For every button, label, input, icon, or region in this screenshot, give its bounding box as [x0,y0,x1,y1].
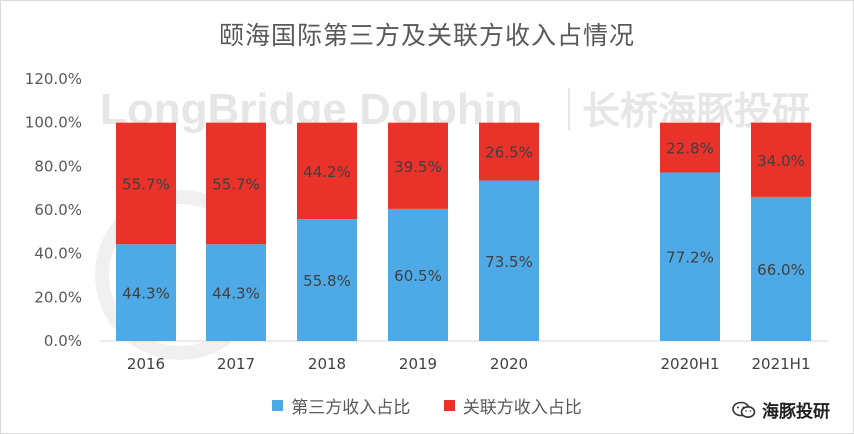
y-tick-label: 20.0% [34,288,82,306]
y-tick-label: 60.0% [34,201,82,219]
bar-third-party [388,208,448,341]
bar-related-party [116,122,176,245]
x-tick-label: 2021H1 [752,355,811,373]
y-tick-label: 100.0% [25,114,82,132]
bar-related-party [297,122,357,220]
data-label-third-party: 44.3% [122,285,170,303]
legend-swatch-third-party [272,400,284,411]
data-label-related-party: 22.8% [666,140,714,158]
bar-third-party [297,219,357,341]
chart-title: 颐海国际第三方及关联方收入占情况 [218,21,635,50]
y-tick-label: 40.0% [34,245,82,263]
data-label-third-party: 73.5% [485,253,533,271]
x-tick-label: 2016 [127,355,165,373]
legend-item-related-party: 关联方收入占比 [443,393,582,418]
data-label-related-party: 26.5% [485,144,533,162]
wechat-icon [732,401,756,418]
bar-third-party [660,172,720,341]
data-label-third-party: 55.8% [303,272,351,290]
bar-related-party [388,122,448,209]
data-label-third-party: 60.5% [394,267,442,285]
bar-third-party [751,196,811,341]
y-tick-label: 80.0% [34,157,82,175]
y-tick-label: 120.0% [25,70,82,88]
data-label-third-party: 44.3% [212,285,260,303]
x-tick-label: 2018 [308,355,346,373]
brand-name: 海豚投研 [762,402,830,422]
bar-related-party [479,122,539,181]
x-tick-label: 2019 [399,355,437,373]
data-label-related-party: 55.7% [212,175,260,193]
data-label-related-party: 55.7% [122,175,170,193]
legend-label-related-party: 关联方收入占比 [462,398,582,418]
bar-related-party [751,122,811,197]
legend-item-third-party: 第三方收入占比 [272,393,410,418]
bar-third-party [116,244,176,341]
legend-label-third-party: 第三方收入占比 [291,398,411,418]
x-tick-label: 2020H1 [661,355,720,373]
bar-related-party [660,122,720,173]
bar-related-party [206,122,266,245]
x-tick-label: 2017 [217,355,255,373]
brand-badge: 海豚投研 [732,397,830,422]
data-label-related-party: 39.5% [394,158,442,176]
bar-third-party [206,244,266,341]
data-label-related-party: 44.2% [303,163,351,181]
data-label-related-party: 34.0% [757,152,805,170]
data-label-third-party: 66.0% [757,261,805,279]
legend-swatch-related-party [443,400,455,411]
y-axis: 0.0% 20.0% 40.0% 60.0% 80.0% 100.0% 120.0% [25,70,82,350]
bar-third-party [479,180,539,341]
y-tick-label: 0.0% [44,332,82,350]
legend: 第三方收入占比 关联方收入占比 [0,393,854,418]
x-tick-label: 2020 [490,355,528,373]
data-label-third-party: 77.2% [666,249,714,267]
bars: 44.3% 55.7% 44.3% 55.7% 55.8% 44.2% 60.5% 39.5%… [116,122,811,341]
x-axis: 2016 2017 2018 2019 2020 2020H1 2021H1 [127,355,811,373]
